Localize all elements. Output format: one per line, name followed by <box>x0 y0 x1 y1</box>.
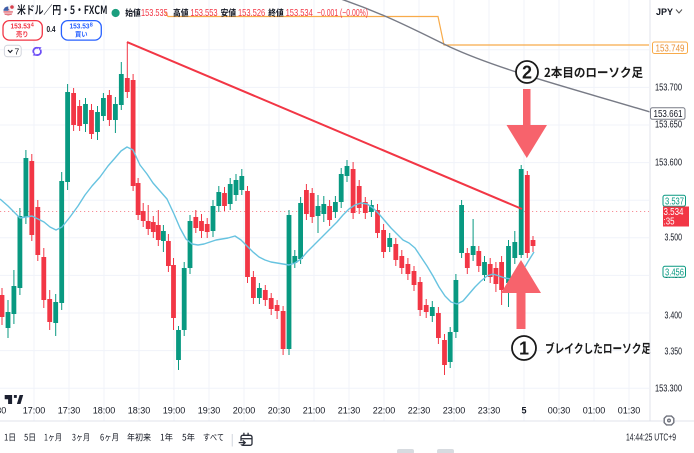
svg-text:JPY: JPY <box>656 7 674 18</box>
svg-text:20:00: 20:00 <box>233 406 256 416</box>
svg-text:3.456: 3.456 <box>665 267 684 278</box>
svg-text:4: 4 <box>31 23 35 29</box>
svg-text:18:30: 18:30 <box>128 406 151 416</box>
svg-text:22:00: 22:00 <box>373 406 396 416</box>
svg-text:153.700: 153.700 <box>655 83 682 94</box>
svg-text:153.553: 153.553 <box>190 7 217 19</box>
svg-text:3.537: 3.537 <box>665 196 684 207</box>
svg-text:23:30: 23:30 <box>478 406 501 416</box>
svg-text:19:00: 19:00 <box>163 406 186 416</box>
svg-text:17:00: 17:00 <box>23 406 46 416</box>
svg-text:18:00: 18:00 <box>93 406 116 416</box>
svg-text:3.500: 3.500 <box>665 233 683 244</box>
svg-text:7: 7 <box>15 47 20 57</box>
svg-text:8: 8 <box>90 23 93 29</box>
svg-text:3.534: 3.534 <box>664 207 684 218</box>
svg-text:153.526: 153.526 <box>238 7 265 19</box>
svg-text:153.661: 153.661 <box>654 109 683 120</box>
svg-text:14:44:25 UTC+9: 14:44:25 UTC+9 <box>626 433 676 444</box>
svg-text:153.300: 153.300 <box>655 384 682 395</box>
svg-text:153.650: 153.650 <box>655 120 682 131</box>
svg-text:01:00: 01:00 <box>583 406 606 416</box>
svg-text:23:00: 23:00 <box>443 406 466 416</box>
svg-text:5: 5 <box>521 406 526 416</box>
svg-text:153.534: 153.534 <box>286 7 313 19</box>
svg-text:17:30: 17:30 <box>58 406 81 416</box>
svg-text:22:30: 22:30 <box>408 406 431 416</box>
svg-text:153.600: 153.600 <box>655 158 682 169</box>
svg-text:21:00: 21:00 <box>303 406 326 416</box>
svg-text:19:30: 19:30 <box>198 406 221 416</box>
svg-text:00:30: 00:30 <box>548 406 571 416</box>
svg-text:20:30: 20:30 <box>268 406 291 416</box>
svg-text:01:30: 01:30 <box>618 406 641 416</box>
svg-text::35: :35 <box>664 217 675 228</box>
svg-text:153.53: 153.53 <box>70 22 90 31</box>
svg-text:1: 1 <box>519 339 529 359</box>
svg-text:2: 2 <box>522 63 532 83</box>
svg-text::30: :30 <box>0 406 6 416</box>
svg-text:153.53: 153.53 <box>11 22 31 31</box>
svg-text:3.350: 3.350 <box>665 347 683 358</box>
svg-text:0.4: 0.4 <box>47 25 56 34</box>
svg-text:−0.001 (−0.00%): −0.001 (−0.00%) <box>317 8 368 19</box>
svg-text:153.749: 153.749 <box>656 43 685 54</box>
svg-text:21:30: 21:30 <box>338 406 361 416</box>
svg-text:153.535: 153.535 <box>141 7 168 19</box>
svg-text:3.400: 3.400 <box>665 311 683 322</box>
